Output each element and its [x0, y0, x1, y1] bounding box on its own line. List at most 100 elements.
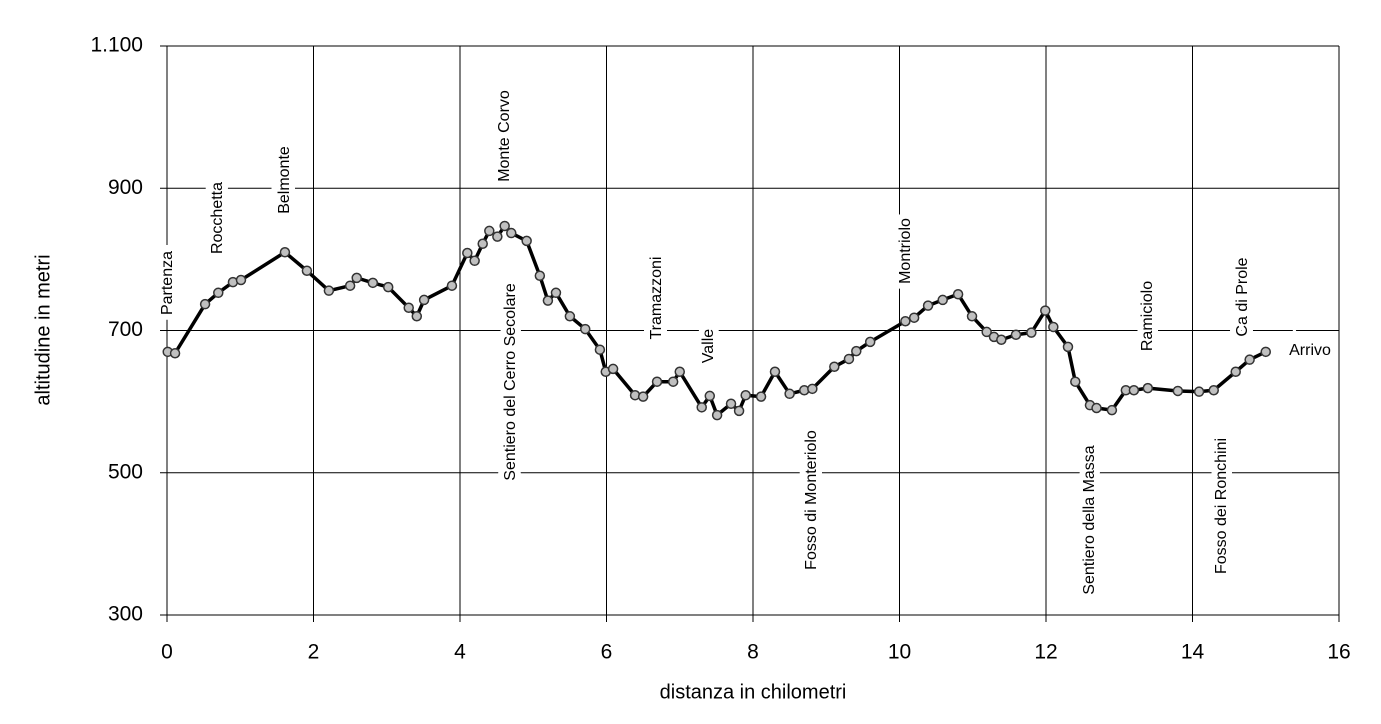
point-marker [996, 334, 1007, 345]
point-marker [446, 280, 458, 291]
y-axis-title: altitudine in metri [32, 254, 54, 405]
point-marker [235, 274, 247, 286]
y-tick-label: 500 [108, 460, 143, 483]
point-marker [542, 295, 554, 306]
x-tick-label: 12 [1034, 641, 1057, 664]
point-marker [1260, 346, 1271, 358]
point-marker [922, 300, 934, 311]
point-marker [784, 388, 795, 400]
annotation: Montriolo [897, 218, 914, 284]
point-marker [477, 238, 488, 249]
annotation: Arrivo [1289, 342, 1331, 359]
point-marker [1230, 366, 1241, 378]
point-marker [864, 336, 876, 348]
y-tick-label: 700 [108, 318, 143, 341]
x-tick-label: 0 [161, 641, 173, 664]
annotation: Sentiero della Massa [1081, 445, 1098, 595]
point-marker [594, 344, 606, 355]
point-marker [696, 402, 707, 413]
point-marker [908, 312, 920, 323]
y-tick-label: 1.100 [90, 34, 143, 57]
point-marker [725, 398, 737, 410]
point-marker [564, 311, 576, 322]
annotation: Ramiciolo [1139, 281, 1156, 351]
point-marker [506, 227, 517, 239]
point-marker [492, 231, 503, 242]
point-marker [462, 247, 473, 259]
annotation: Sentiero del Cerro Secolare [502, 283, 519, 481]
point-marker [367, 277, 379, 289]
point-marker [344, 280, 356, 291]
point-marker [900, 316, 911, 327]
point-marker [469, 255, 480, 267]
point-marker [418, 294, 430, 306]
point-marker [952, 288, 964, 300]
point-marker [1070, 376, 1081, 387]
annotation: Monte Corvo [496, 90, 513, 182]
point-marker [981, 326, 992, 338]
point-marker [411, 311, 423, 322]
annotation: Rocchetta [209, 182, 226, 254]
x-tick-label: 14 [1181, 641, 1205, 664]
point-marker [1062, 341, 1074, 353]
point-marker [521, 235, 532, 247]
point-marker [651, 376, 663, 387]
annotation: Belmonte [276, 146, 293, 214]
point-marker [499, 220, 510, 232]
point-marker [769, 366, 781, 378]
annotation: Fosso di Monteriolo [803, 430, 820, 570]
x-tick-label: 6 [601, 641, 613, 664]
point-marker [323, 285, 335, 296]
point-marker [1026, 327, 1037, 338]
point-marker [1193, 386, 1205, 397]
point-marker [351, 272, 362, 284]
point-marker [711, 409, 723, 421]
x-tick-label: 16 [1327, 641, 1350, 664]
annotation: Ca di Prole [1234, 257, 1251, 336]
point-marker [807, 383, 818, 395]
annotation: Valle [700, 329, 717, 363]
annotation: Partenza [159, 251, 176, 315]
point-marker [829, 361, 840, 373]
point-marker [937, 294, 948, 306]
point-marker [484, 225, 495, 237]
point-marker [966, 311, 978, 322]
y-tick-label: 900 [108, 176, 143, 199]
point-marker [213, 287, 224, 299]
point-marker [580, 323, 591, 335]
point-marker [279, 247, 291, 258]
point-marker [1106, 404, 1118, 416]
point-marker [1040, 305, 1051, 316]
point-marker [1172, 385, 1184, 397]
point-marker [1142, 382, 1154, 394]
point-marker [1244, 354, 1255, 365]
x-tick-label: 8 [747, 641, 759, 664]
point-marker [301, 265, 313, 277]
point-marker [637, 391, 649, 402]
point-marker [607, 363, 619, 375]
x-tick-label: 4 [454, 641, 466, 664]
x-tick-label: 2 [308, 641, 320, 664]
point-marker [1128, 384, 1140, 396]
x-axis-title: distanza in chilometri [660, 681, 847, 703]
point-marker [704, 390, 716, 402]
point-marker [667, 376, 679, 387]
point-marker [1010, 329, 1022, 341]
annotation: Fosso dei Ronchini [1213, 438, 1230, 574]
y-tick-label: 300 [108, 603, 143, 626]
point-marker [403, 302, 414, 313]
point-marker [1208, 384, 1219, 396]
point-marker [199, 298, 211, 310]
point-marker [382, 281, 394, 293]
point-marker [534, 270, 546, 281]
point-marker [733, 405, 745, 417]
point-marker [674, 366, 685, 378]
point-marker [1048, 321, 1059, 333]
point-marker [550, 287, 562, 299]
x-tick-label: 10 [888, 641, 911, 664]
point-marker [755, 391, 767, 402]
point-marker [169, 348, 181, 359]
point-marker [843, 353, 855, 365]
